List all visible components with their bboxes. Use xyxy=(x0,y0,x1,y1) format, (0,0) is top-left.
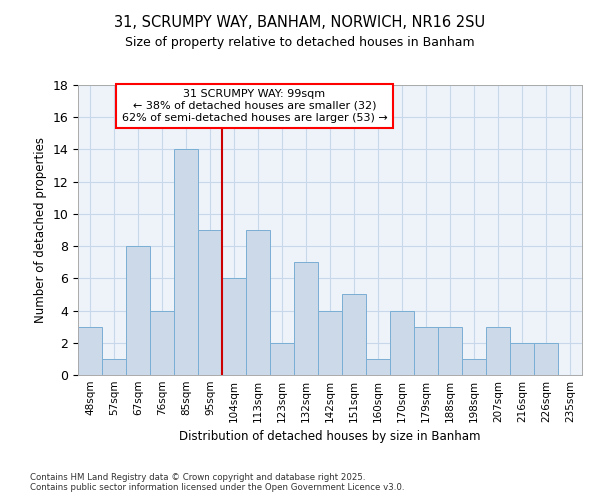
Text: 31 SCRUMPY WAY: 99sqm
← 38% of detached houses are smaller (32)
62% of semi-deta: 31 SCRUMPY WAY: 99sqm ← 38% of detached … xyxy=(122,90,387,122)
Text: 31, SCRUMPY WAY, BANHAM, NORWICH, NR16 2SU: 31, SCRUMPY WAY, BANHAM, NORWICH, NR16 2… xyxy=(115,15,485,30)
Bar xyxy=(198,230,222,375)
Bar xyxy=(246,230,270,375)
Bar xyxy=(486,326,510,375)
Bar xyxy=(150,310,174,375)
X-axis label: Distribution of detached houses by size in Banham: Distribution of detached houses by size … xyxy=(179,430,481,444)
Bar xyxy=(534,343,558,375)
Bar xyxy=(270,343,294,375)
Text: Size of property relative to detached houses in Banham: Size of property relative to detached ho… xyxy=(125,36,475,49)
Bar xyxy=(510,343,534,375)
Bar xyxy=(342,294,366,375)
Text: Contains HM Land Registry data © Crown copyright and database right 2025.
Contai: Contains HM Land Registry data © Crown c… xyxy=(30,473,404,492)
Bar xyxy=(390,310,414,375)
Bar xyxy=(294,262,318,375)
Bar xyxy=(366,359,390,375)
Bar xyxy=(318,310,342,375)
Bar xyxy=(222,278,246,375)
Bar xyxy=(102,359,126,375)
Y-axis label: Number of detached properties: Number of detached properties xyxy=(34,137,47,323)
Bar xyxy=(174,150,198,375)
Bar xyxy=(438,326,462,375)
Bar xyxy=(462,359,486,375)
Bar xyxy=(414,326,438,375)
Bar xyxy=(126,246,150,375)
Bar xyxy=(78,326,102,375)
